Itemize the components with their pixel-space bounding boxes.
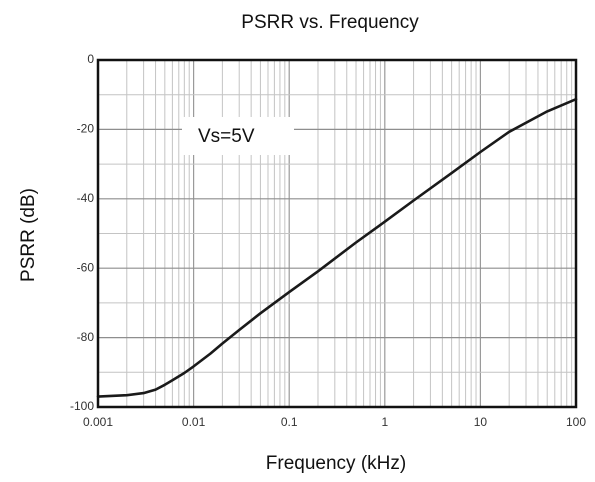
x-tick-labels: 0.001 0.01 0.1 1 10 100 bbox=[83, 415, 586, 429]
y-tick-label: -100 bbox=[70, 399, 94, 413]
y-tick-label: 0 bbox=[87, 52, 94, 66]
x-tick-label: 0.001 bbox=[83, 415, 113, 429]
y-tick-label: -20 bbox=[77, 122, 95, 136]
x-tick-label: 0.1 bbox=[281, 415, 298, 429]
annotation-box bbox=[182, 117, 294, 155]
chart-title: PSRR vs. Frequency bbox=[241, 12, 419, 33]
grid bbox=[97, 59, 576, 408]
y-tick-label: -40 bbox=[77, 191, 95, 205]
y-tick-labels: 0 -20 -40 -60 -80 -100 bbox=[70, 52, 94, 413]
annotation-vs: Vs=5V bbox=[198, 126, 255, 147]
y-tick-label: -60 bbox=[77, 260, 95, 274]
plot-frame bbox=[96, 58, 578, 409]
x-tick-label: 100 bbox=[566, 415, 586, 429]
x-tick-label: 1 bbox=[381, 415, 388, 429]
psrr-curve bbox=[96, 97, 578, 398]
x-tick-label: 0.01 bbox=[182, 415, 206, 429]
series bbox=[96, 97, 578, 398]
y-tick-label: -80 bbox=[77, 330, 95, 344]
y-axis-label: PSRR (dB) bbox=[18, 188, 39, 282]
x-tick-label: 10 bbox=[474, 415, 488, 429]
x-axis-label: Frequency (kHz) bbox=[266, 453, 406, 474]
